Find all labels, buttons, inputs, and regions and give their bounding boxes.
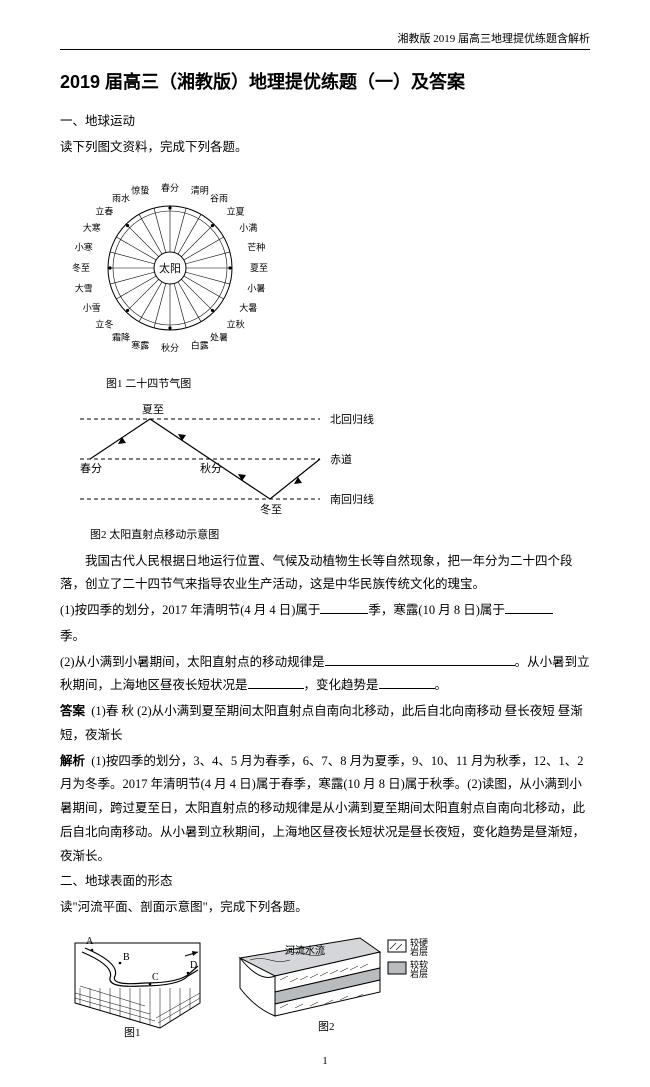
- svg-text:夏至: 夏至: [250, 263, 268, 273]
- svg-text:春分: 春分: [161, 182, 179, 193]
- figure-2: 夏至 春分 秋分 冬至 北回归线 赤道 南回归线 图2 太阳直射点移动示意图: [60, 399, 590, 542]
- svg-text:冬至: 冬至: [72, 262, 90, 273]
- svg-text:谷雨: 谷雨: [210, 193, 228, 203]
- analysis-text: (1)按四季的划分，3、4、5 月为春季，6、7、8 月为夏季，9、10、11 …: [60, 754, 585, 863]
- label-bhgx: 北回归线: [330, 412, 374, 426]
- label-cf: 春分: [80, 462, 102, 475]
- question-1: (1)按四季的划分，2017 年清明节(4 月 4 日)属于 季，寒露(10 月 …: [60, 599, 590, 623]
- svg-text:小暑: 小暑: [247, 283, 265, 293]
- label-dz: 冬至: [260, 502, 282, 516]
- analysis-block: 解析 (1)按四季的划分，3、4、5 月为春季，6、7、8 月为夏季，9、10、…: [60, 750, 590, 869]
- q2-blank3: [379, 676, 435, 690]
- running-head-area: 湘教版 2019 届高三地理提优练题含解析: [60, 30, 590, 50]
- svg-text:秋分: 秋分: [161, 342, 179, 353]
- svg-text:白露: 白露: [191, 339, 209, 350]
- fig3-caption2: 图2: [318, 1020, 335, 1033]
- svg-text:霜降: 霜降: [112, 331, 130, 342]
- answer-block: 答案 (1)春 秋 (2)从小满到夏至期间太阳直射点自南向北移动，此后自北向南移…: [60, 700, 590, 748]
- svg-text:寒露: 寒露: [131, 339, 149, 350]
- river-diagram: A B C D 图1 河流水流: [60, 928, 460, 1038]
- svg-text:C: C: [152, 972, 159, 983]
- q2-mid2: ，变化趋势是: [304, 678, 379, 692]
- svg-text:小满: 小满: [239, 223, 257, 233]
- section2-intro: 读"河流平面、剖面示意图"，完成下列各题。: [60, 896, 590, 920]
- q2-blank2: [248, 676, 304, 690]
- label-xz: 夏至: [142, 403, 164, 416]
- legend-hard-2: 岩层: [410, 946, 428, 957]
- figure-2-caption: 图2 太阳直射点移动示意图: [90, 526, 590, 542]
- running-head-text: 湘教版 2019 届高三地理提优练题含解析: [60, 30, 590, 46]
- svg-text:B: B: [123, 952, 130, 963]
- fig3-caption1: 图1: [124, 1026, 141, 1038]
- q2-blank1: [325, 652, 515, 666]
- header-rule: [60, 49, 590, 50]
- answer-label: 答案: [60, 704, 85, 718]
- svg-text:清明: 清明: [191, 184, 209, 195]
- q1-blank2: [505, 601, 553, 615]
- svg-text:芒种: 芒种: [247, 241, 265, 252]
- figure-1-caption: 图1 二十四节气图: [106, 375, 590, 391]
- question-1-suffix-line: 季。: [60, 625, 590, 649]
- q2-suffix: 。: [435, 678, 448, 692]
- q1-suffix: 季。: [60, 629, 85, 643]
- svg-text:立夏: 立夏: [227, 205, 245, 216]
- label-qf: 秋分: [200, 461, 222, 475]
- answer-text: (1)春 秋 (2)从小满到夏至期间太阳直射点自南向北移动，此后自北向南移动 昼…: [60, 704, 583, 742]
- question-2: (2)从小满到小暑期间，太阳直射点的移动规律是。从小暑到立秋期间，上海地区昼夜长…: [60, 651, 590, 699]
- sun-declination-diagram: 夏至 春分 秋分 冬至 北回归线 赤道 南回归线: [60, 399, 400, 519]
- page: 湘教版 2019 届高三地理提优练题含解析 2019 届高三（湘教版）地理提优练…: [0, 0, 650, 1087]
- q1-prefix: (1)按四季的划分，2017 年清明节(4 月 4 日)属于: [60, 603, 320, 617]
- svg-text:立秋: 立秋: [227, 318, 245, 329]
- svg-text:小寒: 小寒: [75, 241, 93, 252]
- page-title: 2019 届高三（湘教版）地理提优练题（一）及答案: [60, 68, 590, 94]
- solar-terms-diagram: 立春 雨水惊蛰 春分 清明谷雨立夏小满芒种夏至小暑大暑立秋处暑白露 秋分 寒露霜降 立冬 小雪…: [60, 168, 280, 368]
- svg-text:太阳: 太阳: [159, 262, 181, 275]
- q1-blank1: [320, 601, 368, 615]
- analysis-label: 解析: [60, 754, 85, 768]
- svg-text:处暑: 处暑: [210, 331, 228, 342]
- svg-text:立冬: 立冬: [95, 318, 113, 329]
- figure-3: A B C D 图1 河流水流: [60, 928, 590, 1043]
- svg-text:大暑: 大暑: [239, 302, 257, 313]
- section1-intro: 读下列图文资料，完成下列各题。: [60, 136, 590, 160]
- label-nhgx: 南回归线: [330, 492, 374, 506]
- svg-text:雨水: 雨水: [112, 192, 130, 203]
- svg-text:A: A: [86, 936, 94, 947]
- page-number: 1: [60, 1055, 590, 1067]
- q1-mid: 季，寒露(10 月 8 日)属于: [368, 603, 504, 617]
- svg-text:小雪: 小雪: [83, 303, 101, 313]
- legend-soft-2: 岩层: [410, 968, 428, 979]
- section2-heading: 二、地球表面的形态: [60, 870, 590, 894]
- flow-label: 河流水流: [285, 944, 325, 957]
- svg-text:大雪: 大雪: [75, 282, 93, 293]
- svg-text:立春: 立春: [95, 205, 113, 216]
- svg-text:D: D: [190, 960, 197, 971]
- section1-heading: 一、地球运动: [60, 110, 590, 134]
- background-paragraph: 我国古代人民根据日地运行位置、气候及动植物生长等自然现象，把一年分为二十四个段落…: [60, 550, 590, 598]
- label-cd: 赤道: [330, 452, 352, 466]
- svg-text:大寒: 大寒: [83, 222, 101, 233]
- q2-prefix: (2)从小满到小暑期间，太阳直射点的移动规律是: [60, 655, 325, 669]
- figure-1: 立春 雨水惊蛰 春分 清明谷雨立夏小满芒种夏至小暑大暑立秋处暑白露 秋分 寒露霜降 立冬 小雪…: [60, 168, 590, 391]
- svg-text:惊蛰: 惊蛰: [131, 184, 149, 195]
